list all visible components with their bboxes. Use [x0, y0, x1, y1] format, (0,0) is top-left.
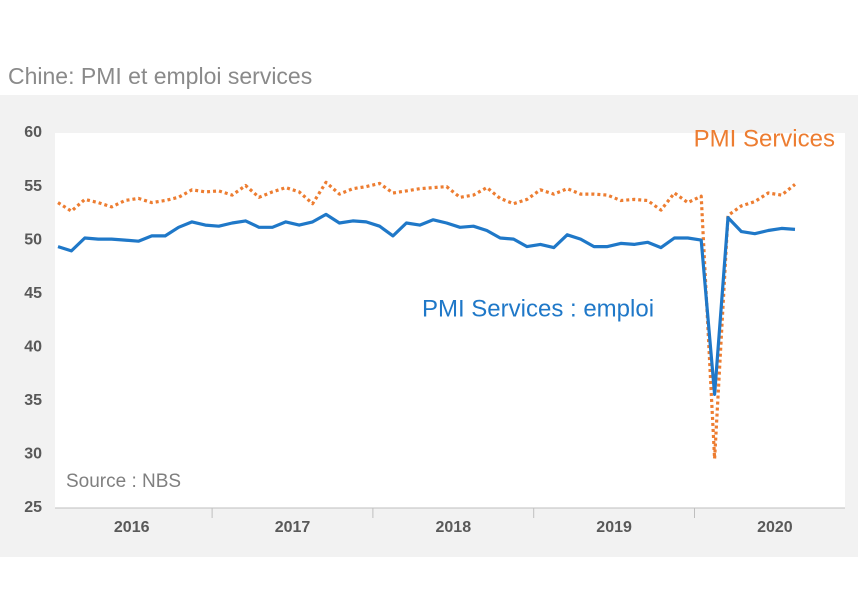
x-tick-label: 2016: [114, 519, 150, 536]
y-tick-label: 35: [24, 392, 42, 409]
x-tick-label: 2017: [275, 519, 311, 536]
chart-title: Chine: PMI et emploi services: [8, 63, 312, 89]
x-tick-label: 2020: [757, 519, 793, 536]
series-line: [57, 180, 796, 461]
y-tick-label: 30: [24, 446, 42, 463]
y-tick-label: 45: [24, 285, 42, 302]
series-line: [57, 212, 796, 396]
y-tick-label: 55: [24, 178, 42, 195]
plot-area: [55, 133, 845, 508]
series-label: PMI Services: [694, 125, 835, 152]
y-tick-label: 50: [24, 231, 42, 248]
y-tick-label: 60: [24, 124, 42, 141]
y-tick-label: 25: [24, 499, 42, 516]
x-tick-label: 2018: [436, 519, 472, 536]
x-tick-label: 2019: [596, 519, 632, 536]
y-tick-label: 40: [24, 339, 42, 356]
series-label: PMI Services : emploi: [422, 295, 654, 322]
source-note: Source : NBS: [66, 471, 181, 492]
